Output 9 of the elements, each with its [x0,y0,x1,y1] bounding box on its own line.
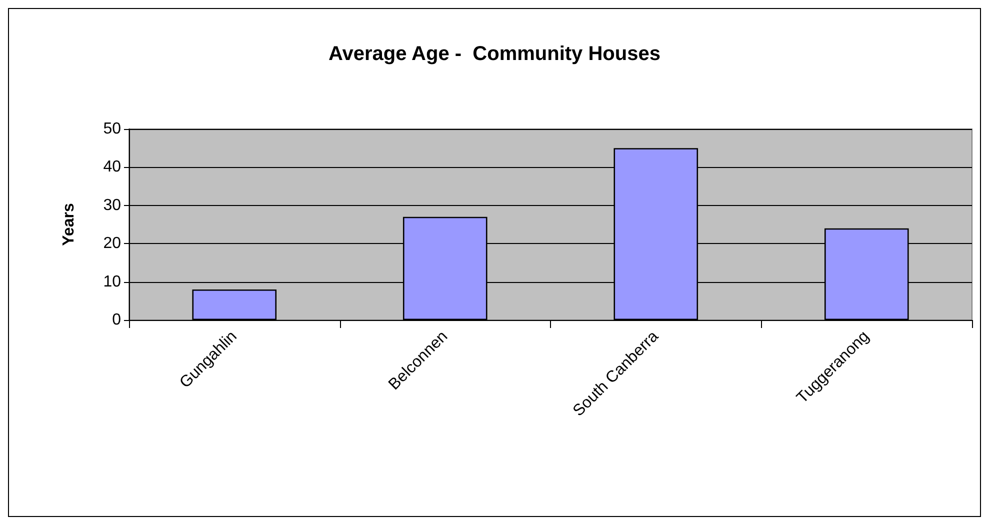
y-tick-label: 40 [103,158,122,176]
y-tick-label: 50 [103,120,122,138]
bar [192,289,277,320]
y-tick-label: 0 [112,312,122,328]
y-tick-label: 20 [103,235,122,252]
chart-title: Average Age - Community Houses [328,43,660,65]
y-axis-title: Years [60,203,78,246]
y-tick-label: 10 [103,273,122,290]
y-tick-label: 30 [103,196,122,214]
